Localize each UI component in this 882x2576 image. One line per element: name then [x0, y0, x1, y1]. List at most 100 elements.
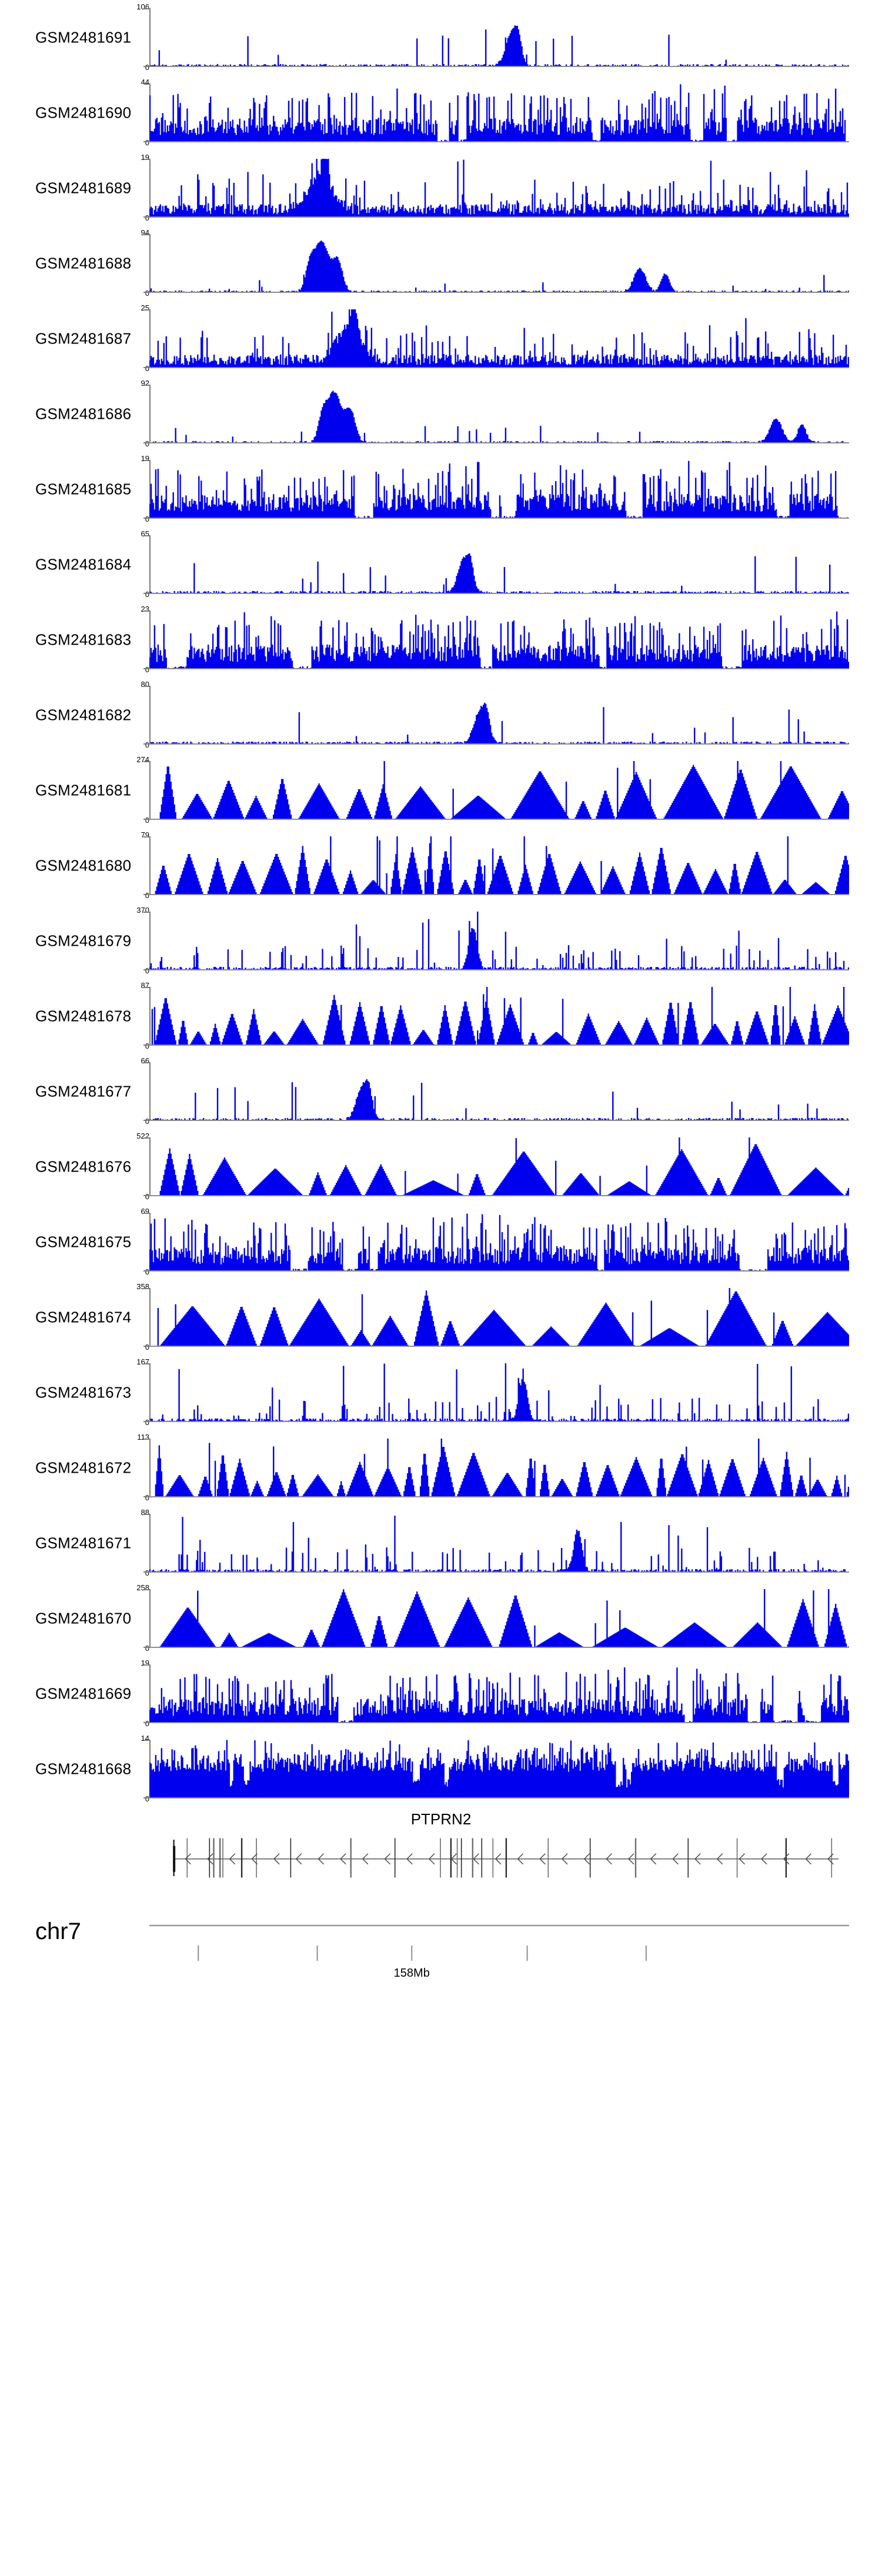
y-axis-line	[149, 8, 151, 67]
gene-model-track[interactable]	[149, 1833, 849, 1883]
y-axis-max-label: 167	[136, 1357, 149, 1366]
signal-track-row[interactable]: GSM2481682 80 0	[0, 678, 882, 753]
y-axis-line	[149, 987, 151, 1046]
y-axis-tick-top	[143, 686, 151, 687]
track-sample-label: GSM2481689	[35, 179, 132, 197]
signal-track-row[interactable]: GSM2481684 65 0	[0, 527, 882, 602]
track-plot-area[interactable]	[149, 1439, 849, 1497]
track-plot-area[interactable]	[149, 761, 849, 820]
signal-waveform	[149, 553, 849, 594]
gene-strand-arrow-left-icon	[672, 1853, 679, 1865]
y-axis-min-label: 0	[145, 1117, 149, 1126]
track-sample-label: GSM2481687	[35, 329, 132, 348]
signal-waveform	[149, 836, 849, 895]
track-y-axis: 274 0	[136, 756, 162, 824]
signal-track-row[interactable]: GSM2481671 88 0	[0, 1506, 882, 1581]
track-plot-area[interactable]	[149, 8, 849, 67]
signal-track-row[interactable]: GSM2481679 370 0	[0, 903, 882, 979]
gene-strand-arrow-left-icon	[340, 1853, 346, 1865]
track-plot-area[interactable]	[149, 686, 849, 745]
signal-track-row[interactable]: GSM2481687 25 0	[0, 301, 882, 376]
track-plot-area[interactable]	[149, 987, 849, 1046]
y-axis-tick-bottom	[143, 442, 151, 443]
y-axis-line	[149, 1363, 151, 1422]
y-axis-min-label: 0	[145, 515, 149, 523]
track-sample-label: GSM2481675	[35, 1233, 132, 1251]
track-plot-area[interactable]	[149, 309, 849, 368]
gene-strand-arrow-left-icon	[761, 1853, 767, 1865]
y-axis-tick-top	[143, 912, 151, 913]
track-plot-area[interactable]	[149, 610, 849, 669]
track-plot-area[interactable]	[149, 1664, 849, 1723]
signal-waveform	[149, 611, 849, 669]
signal-track-row[interactable]: GSM2481676 522 0	[0, 1129, 882, 1204]
signal-track-row[interactable]: GSM2481680 79 0	[0, 828, 882, 903]
track-baseline	[149, 66, 849, 67]
track-plot-area[interactable]	[149, 1288, 849, 1347]
y-axis-tick-top	[143, 234, 151, 235]
track-plot-area[interactable]	[149, 1589, 849, 1648]
track-plot-area[interactable]	[149, 159, 849, 218]
signal-track-row[interactable]: GSM2481689 19 0	[0, 151, 882, 226]
track-y-axis: 258 0	[136, 1584, 162, 1652]
signal-waveform	[149, 309, 849, 368]
signal-track-row[interactable]: GSM2481681 274 0	[0, 753, 882, 828]
signal-track-row[interactable]: GSM2481675 69 0	[0, 1204, 882, 1280]
signal-track-row[interactable]: GSM2481672 113 0	[0, 1430, 882, 1506]
track-plot-area[interactable]	[149, 912, 849, 970]
y-axis-tick-top	[143, 1439, 151, 1440]
track-plot-area[interactable]	[149, 1062, 849, 1121]
signal-track-row[interactable]: GSM2481678 87 0	[0, 979, 882, 1054]
track-plot-area[interactable]	[149, 460, 849, 519]
y-axis-tick-bottom	[143, 1270, 151, 1272]
track-plot-area[interactable]	[149, 1363, 849, 1422]
signal-waveform	[149, 1079, 849, 1121]
signal-track-row[interactable]: GSM2481669 19 0	[0, 1656, 882, 1731]
signal-waveform	[149, 1740, 849, 1798]
track-y-axis: 79 0	[136, 831, 162, 899]
signal-track-row[interactable]: GSM2481690 44 0	[0, 75, 882, 151]
track-plot-area[interactable]	[149, 1137, 849, 1196]
gene-strand-arrow-left-icon	[185, 1853, 191, 1865]
signal-track-row[interactable]: GSM2481691 106 0	[0, 0, 882, 75]
y-axis-max-label: 88	[141, 1508, 149, 1517]
y-axis-max-label: 258	[136, 1583, 149, 1592]
track-plot-area[interactable]	[149, 234, 849, 293]
signal-track-row[interactable]: GSM2481670 258 0	[0, 1581, 882, 1656]
signal-track-row[interactable]: GSM2481686 92 0	[0, 376, 882, 452]
signal-track-row[interactable]: GSM2481683 23 0	[0, 602, 882, 678]
gene-strand-arrow-left-icon	[495, 1853, 502, 1865]
track-baseline	[149, 442, 849, 443]
signal-waveform	[149, 1288, 849, 1347]
gene-start-block	[173, 1846, 176, 1872]
track-plot-area[interactable]	[149, 385, 849, 443]
y-axis-tick-top	[143, 309, 151, 311]
signal-track-row[interactable]: GSM2481688 94 0	[0, 226, 882, 301]
signal-track-row[interactable]: GSM2481677 66 0	[0, 1054, 882, 1129]
signal-track-row[interactable]: GSM2481668 14 0	[0, 1731, 882, 1807]
track-sample-label: GSM2481683	[35, 630, 132, 649]
y-axis-min-label: 0	[145, 891, 149, 900]
chromosome-ruler[interactable]	[149, 1922, 849, 1963]
y-axis-min-label: 0	[145, 1042, 149, 1050]
signal-track-row[interactable]: GSM2481685 19 0	[0, 452, 882, 527]
track-y-axis: 65 0	[136, 530, 162, 598]
y-axis-min-label: 0	[145, 1192, 149, 1201]
y-axis-max-label: 19	[141, 1659, 149, 1667]
track-plot-area[interactable]	[149, 1740, 849, 1798]
signal-track-row[interactable]: GSM2481673 167 0	[0, 1355, 882, 1430]
y-axis-tick-top	[143, 535, 151, 536]
track-plot-area[interactable]	[149, 1213, 849, 1272]
signal-waveform	[149, 1667, 849, 1723]
track-plot-area[interactable]	[149, 84, 849, 142]
track-plot-area[interactable]	[149, 1514, 849, 1573]
y-axis-min-label: 0	[145, 590, 149, 599]
track-plot-area[interactable]	[149, 535, 849, 594]
signal-waveform	[149, 1213, 849, 1272]
track-plot-area[interactable]	[149, 836, 849, 895]
signal-track-row[interactable]: GSM2481674 358 0	[0, 1280, 882, 1355]
track-y-axis: 25 0	[136, 304, 162, 372]
y-axis-max-label: 79	[141, 830, 149, 839]
signal-waveform	[149, 159, 849, 218]
y-axis-tick-bottom	[143, 819, 151, 820]
